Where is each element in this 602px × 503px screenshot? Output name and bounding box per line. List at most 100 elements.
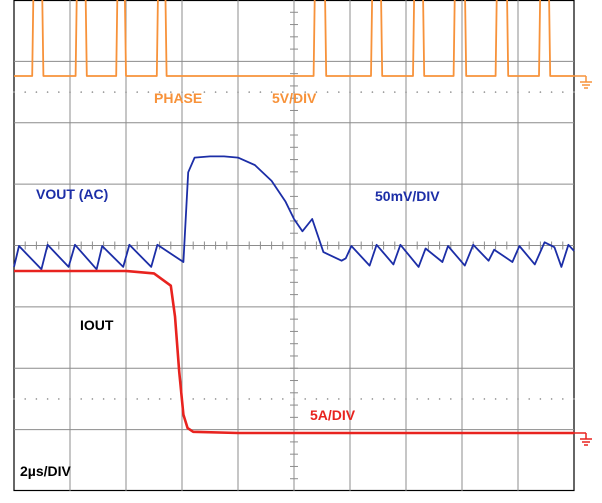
grid-dot	[573, 398, 575, 400]
grid-dot	[382, 398, 385, 400]
grid-dot	[125, 398, 127, 400]
grid-dot	[80, 398, 82, 400]
grid-dot	[304, 398, 307, 400]
phase-label: PHASE	[154, 90, 202, 106]
grid-dot	[158, 91, 161, 93]
grid-dot	[24, 91, 27, 93]
trace-phase	[14, 0, 574, 77]
grid-dot	[382, 91, 385, 93]
grid-dot	[293, 91, 295, 93]
trace-vout-ac	[13, 155, 575, 271]
grid-dot	[181, 91, 183, 93]
grid-dot	[13, 91, 15, 93]
grid-dot	[102, 91, 105, 93]
grid-dot	[517, 398, 519, 400]
grid-dot	[24, 398, 27, 400]
grid-dot	[494, 398, 497, 400]
grid-dot	[114, 398, 116, 400]
grid-dot	[438, 91, 441, 93]
grid-dot	[539, 398, 542, 400]
grid-dot	[270, 91, 273, 93]
grid-dot	[506, 91, 508, 93]
grid-dot	[69, 398, 71, 400]
grid-dot	[248, 91, 250, 93]
grid-dot	[226, 398, 228, 400]
grid-dot	[371, 91, 374, 93]
grid-dot	[494, 91, 497, 93]
grid-dot	[338, 398, 340, 400]
grid-dot	[326, 91, 329, 93]
grid-dot	[237, 91, 239, 93]
grid-dot	[259, 398, 262, 400]
grid-dot	[69, 91, 71, 93]
grid-dot	[304, 91, 307, 93]
grid-dot	[35, 398, 38, 400]
grid-dot	[427, 91, 430, 93]
grid-dot	[282, 91, 284, 93]
grid-dot	[461, 91, 463, 93]
grid-dot	[315, 91, 318, 93]
grid-dot	[528, 91, 530, 93]
grid-dot	[147, 398, 150, 400]
vout-label: VOUT (AC)	[36, 186, 108, 202]
grid-dot	[136, 398, 138, 400]
grid-dot	[293, 398, 295, 400]
grid-dot	[214, 398, 217, 400]
grid-dot	[371, 398, 374, 400]
iout-scale-label: 5A/DIV	[310, 407, 356, 423]
grid-dot	[147, 91, 150, 93]
grid-dot	[58, 398, 60, 400]
grid-dot	[192, 398, 194, 400]
grid-dot	[170, 398, 172, 400]
grid-dot	[58, 91, 60, 93]
trace-iout	[14, 269, 574, 435]
grid-dot	[394, 91, 396, 93]
grid-dot	[506, 398, 508, 400]
grid-dot	[91, 398, 94, 400]
graticule	[13, 0, 575, 492]
iout-label: IOUT	[80, 317, 114, 333]
grid-dot	[170, 91, 172, 93]
grid-dot	[248, 398, 250, 400]
grid-dot	[405, 398, 407, 400]
grid-dot	[550, 398, 553, 400]
ground-markers	[574, 75, 592, 446]
grid-dot	[282, 398, 284, 400]
phase-scale-label: 5V/DIV	[272, 90, 317, 106]
grid-dot	[562, 398, 564, 400]
timebase-label: 2µs/DIV	[20, 463, 72, 479]
grid-dot	[416, 398, 419, 400]
grid-dot	[136, 91, 138, 93]
grid-dot	[158, 398, 161, 400]
grid-dot	[472, 398, 475, 400]
grid-dot	[427, 398, 430, 400]
grid-dot	[438, 398, 441, 400]
grid-dot	[46, 91, 49, 93]
grid-dot	[214, 91, 217, 93]
grid-dot	[461, 398, 463, 400]
grid-dot	[80, 91, 82, 93]
grid-dot	[349, 398, 351, 400]
grid-dot	[237, 398, 239, 400]
grid-dot	[562, 91, 564, 93]
grid-dot	[539, 91, 542, 93]
grid-dot	[226, 91, 228, 93]
grid-dot	[338, 91, 340, 93]
grid-dot	[573, 91, 575, 93]
grid-dot	[450, 398, 452, 400]
grid-dot	[450, 91, 452, 93]
ground-icon	[574, 432, 592, 446]
grid-dot	[203, 398, 206, 400]
grid-dot	[125, 91, 127, 93]
grid-dot	[416, 91, 419, 93]
grid-dot	[203, 91, 206, 93]
grid-dot	[270, 398, 273, 400]
grid-dot	[349, 91, 351, 93]
grid-dot	[360, 398, 363, 400]
grid-dot	[405, 91, 407, 93]
grid-dot	[259, 91, 262, 93]
ground-icon	[574, 75, 592, 89]
